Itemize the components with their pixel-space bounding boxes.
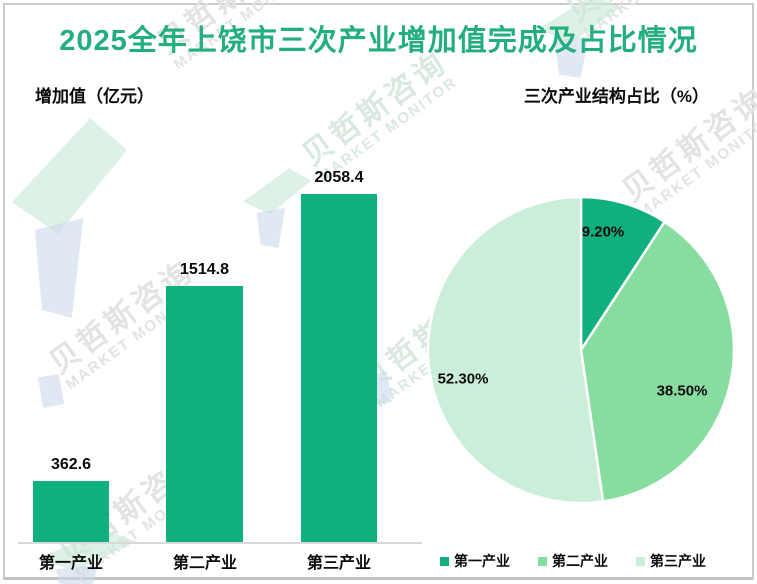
legend-label: 第一产业 (454, 553, 510, 569)
legend-item-primary-industry: 第一产业 (440, 551, 510, 571)
bar-value-label: 1514.8 (180, 261, 229, 278)
legend-swatch-icon (440, 556, 449, 566)
bar-primary-industry (33, 481, 109, 542)
bar-value-label: 2058.4 (314, 169, 364, 186)
x-axis-tick-label: 第一产业 (38, 555, 103, 572)
x-axis-tick-label: 第二产业 (172, 555, 237, 572)
pie-chart (425, 194, 737, 506)
bar-value-label: 362.6 (50, 456, 92, 473)
legend-swatch-icon (538, 556, 547, 566)
x-axis-line (18, 542, 422, 544)
legend-swatch-icon (636, 556, 645, 566)
watermark-cn-text: 贝哲斯咨询 (296, 45, 454, 173)
bar-column-primary-industry: 362.6 (33, 456, 109, 542)
x-axis-tick-label: 第三产业 (306, 555, 371, 572)
bar-secondary-industry (166, 286, 243, 542)
legend-item-secondary-industry: 第二产业 (538, 551, 608, 571)
pie-svg (426, 195, 736, 505)
bar-tertiary-industry (301, 194, 377, 542)
market-monitor-logo-icon (38, 374, 64, 408)
pie-slice-第二产业 (579, 220, 736, 503)
legend-label: 第二产业 (552, 553, 608, 569)
pie-chart-title: 三次产业结构占比（%） (523, 87, 709, 106)
watermark: 贝哲斯咨询 MARKET MONITOR (296, 45, 462, 185)
pie-slice-第一产业 (579, 195, 666, 352)
market-monitor-logo-icon (243, 168, 311, 248)
pie-slice-第三产业 (426, 195, 605, 505)
chart-title: 2025全年上饶市三次产业增加值完成及占比情况 (59, 25, 698, 57)
bar-chart-axis-title: 增加值（亿元） (35, 87, 154, 106)
bar-column-secondary-industry: 1514.8 (166, 261, 243, 542)
market-monitor-logo-icon (12, 118, 127, 318)
bar-column-tertiary-industry: 2058.4 (301, 169, 377, 542)
pie-slice-label-secondary: 38.50% (656, 382, 708, 400)
legend: 第一产业 第二产业 第三产业 (440, 551, 706, 571)
pie-slice-label-primary: 9.20% (581, 223, 625, 241)
legend-item-tertiary-industry: 第三产业 (636, 551, 706, 571)
pie-slice-label-tertiary: 52.30% (437, 370, 489, 388)
market-monitor-logo-icon (538, 0, 620, 78)
legend-label: 第三产业 (650, 553, 706, 569)
